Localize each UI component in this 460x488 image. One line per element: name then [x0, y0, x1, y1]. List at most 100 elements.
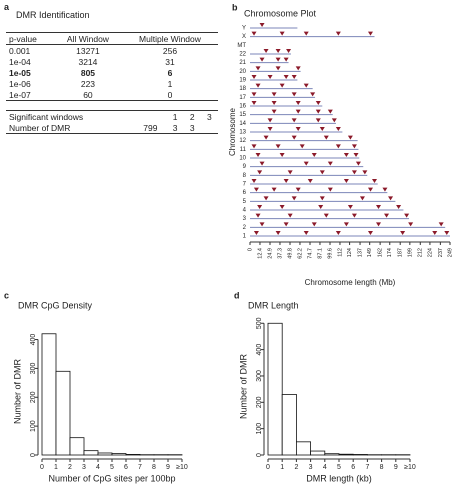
dmr-marker	[310, 92, 316, 97]
summary-table: Significant windows 1 2 3 Number of DMR 799 3 3	[6, 110, 218, 134]
dmr-marker	[307, 179, 313, 183]
dmr-marker	[315, 101, 321, 105]
dmr-table: p-value All Window Multiple Window 0.001 132…	[6, 32, 218, 101]
dmr-marker	[315, 109, 321, 114]
x-tick-label: 24.9	[267, 248, 273, 259]
x-tick-label: 187	[398, 248, 404, 257]
dmr-marker	[279, 31, 285, 36]
x-tick-label: 249	[447, 248, 453, 257]
x-tick-label: 6	[351, 464, 355, 471]
chart-title: Chromosome Plot	[244, 8, 317, 18]
y-tick-label: 22	[239, 52, 246, 58]
x-tick-label: ≥10	[404, 464, 416, 471]
dmr-marker	[267, 127, 273, 131]
y-tick-label: 11	[240, 147, 247, 153]
y-tick-label: 2	[243, 225, 247, 231]
x-tick-label: 99.6	[327, 248, 333, 259]
dmr-marker	[438, 222, 444, 227]
x-tick-label: 9	[166, 464, 170, 471]
x-axis-label: Chromosome length (Mb)	[305, 278, 396, 287]
x-tick-label: 149	[367, 248, 373, 257]
bar	[97, 452, 113, 456]
y-tick-label: 3	[243, 216, 247, 222]
dmr-marker	[287, 170, 293, 175]
y-tick-label: 6	[243, 190, 247, 196]
y-tick-label: 12	[239, 138, 246, 144]
table-row: 0.001 13271 256	[6, 45, 218, 57]
table-cell: 6	[167, 67, 173, 78]
x-tick-label: 2	[294, 464, 298, 471]
table-cell: 1	[167, 78, 173, 89]
panel-label: b	[232, 2, 238, 12]
dmr-marker	[275, 57, 281, 62]
dmr-marker	[283, 75, 289, 79]
dmr-marker	[367, 231, 373, 235]
x-tick-label: 74.7	[307, 248, 313, 259]
bar	[324, 453, 340, 456]
x-tick-label: 137	[357, 248, 363, 257]
x-tick-label: ≥10	[176, 464, 188, 471]
bar	[310, 450, 326, 456]
dmr-marker	[279, 83, 285, 88]
y-tick-label: 4	[243, 208, 247, 214]
summary-cell: 1	[172, 111, 178, 122]
dmr-marker	[295, 127, 301, 131]
bar	[111, 453, 127, 456]
panel-label: a	[4, 2, 10, 12]
dmr-marker	[315, 118, 321, 123]
dmr-marker	[351, 144, 357, 149]
y-tick-label: 400	[256, 344, 263, 356]
dmr-marker	[267, 75, 273, 79]
dmr-marker	[319, 170, 325, 175]
x-tick-label: 224	[427, 248, 433, 257]
y-tick-label: 400	[30, 334, 37, 346]
y-tick-label: 8	[243, 173, 247, 179]
y-tick-label: 0	[30, 453, 37, 457]
dmr-marker	[367, 187, 373, 192]
panel-label: c	[4, 290, 9, 300]
header-cell: Multiple Window	[139, 33, 201, 44]
dmr-marker	[299, 144, 305, 149]
table-cell: 1e-06	[9, 78, 31, 89]
y-tick-label: 500	[256, 317, 263, 329]
dmr-marker	[400, 231, 406, 235]
y-axis-label: Number of DMR	[238, 353, 248, 419]
table-row: 1e-05 805 6	[6, 67, 218, 78]
dmr-marker	[384, 213, 390, 218]
dmr-marker	[335, 144, 341, 149]
x-tick-label: 162	[378, 248, 384, 257]
dmr-marker	[283, 179, 289, 183]
dmr-marker	[259, 57, 265, 62]
dmr-marker	[275, 49, 281, 53]
table-cell: 3214	[78, 56, 98, 67]
dmr-marker	[295, 109, 301, 114]
summary-cell: Number of DMR	[9, 122, 71, 133]
table-cell: 1e-07	[9, 89, 31, 100]
x-tick-label: 9	[394, 464, 398, 471]
x-tick-label: 6	[124, 464, 128, 471]
dmr-marker	[279, 205, 285, 209]
dmr-marker	[291, 75, 297, 79]
x-tick-label: 8	[380, 464, 384, 471]
dmr-marker	[303, 231, 309, 235]
dmr-marker	[327, 109, 333, 114]
bar	[338, 453, 354, 456]
y-tick-label: X	[242, 34, 246, 40]
x-tick-label: 49.8	[287, 248, 293, 259]
dmr-marker	[291, 92, 297, 97]
summary-cell: 3	[207, 111, 212, 122]
bar	[69, 437, 85, 456]
dmr-marker	[287, 213, 293, 218]
table-row: 1e-06 223 1	[6, 78, 218, 89]
dmr-marker	[347, 135, 353, 140]
x-tick-label: 7	[138, 464, 142, 471]
dmr-marker	[396, 205, 402, 209]
bar	[295, 441, 311, 456]
dmr-marker	[291, 118, 297, 123]
dmr-marker	[251, 31, 257, 36]
dmr-marker	[376, 222, 382, 227]
dmr-marker	[331, 118, 337, 123]
y-tick-label: 0	[256, 453, 263, 457]
dmr-marker	[404, 213, 410, 218]
bar	[41, 333, 57, 456]
